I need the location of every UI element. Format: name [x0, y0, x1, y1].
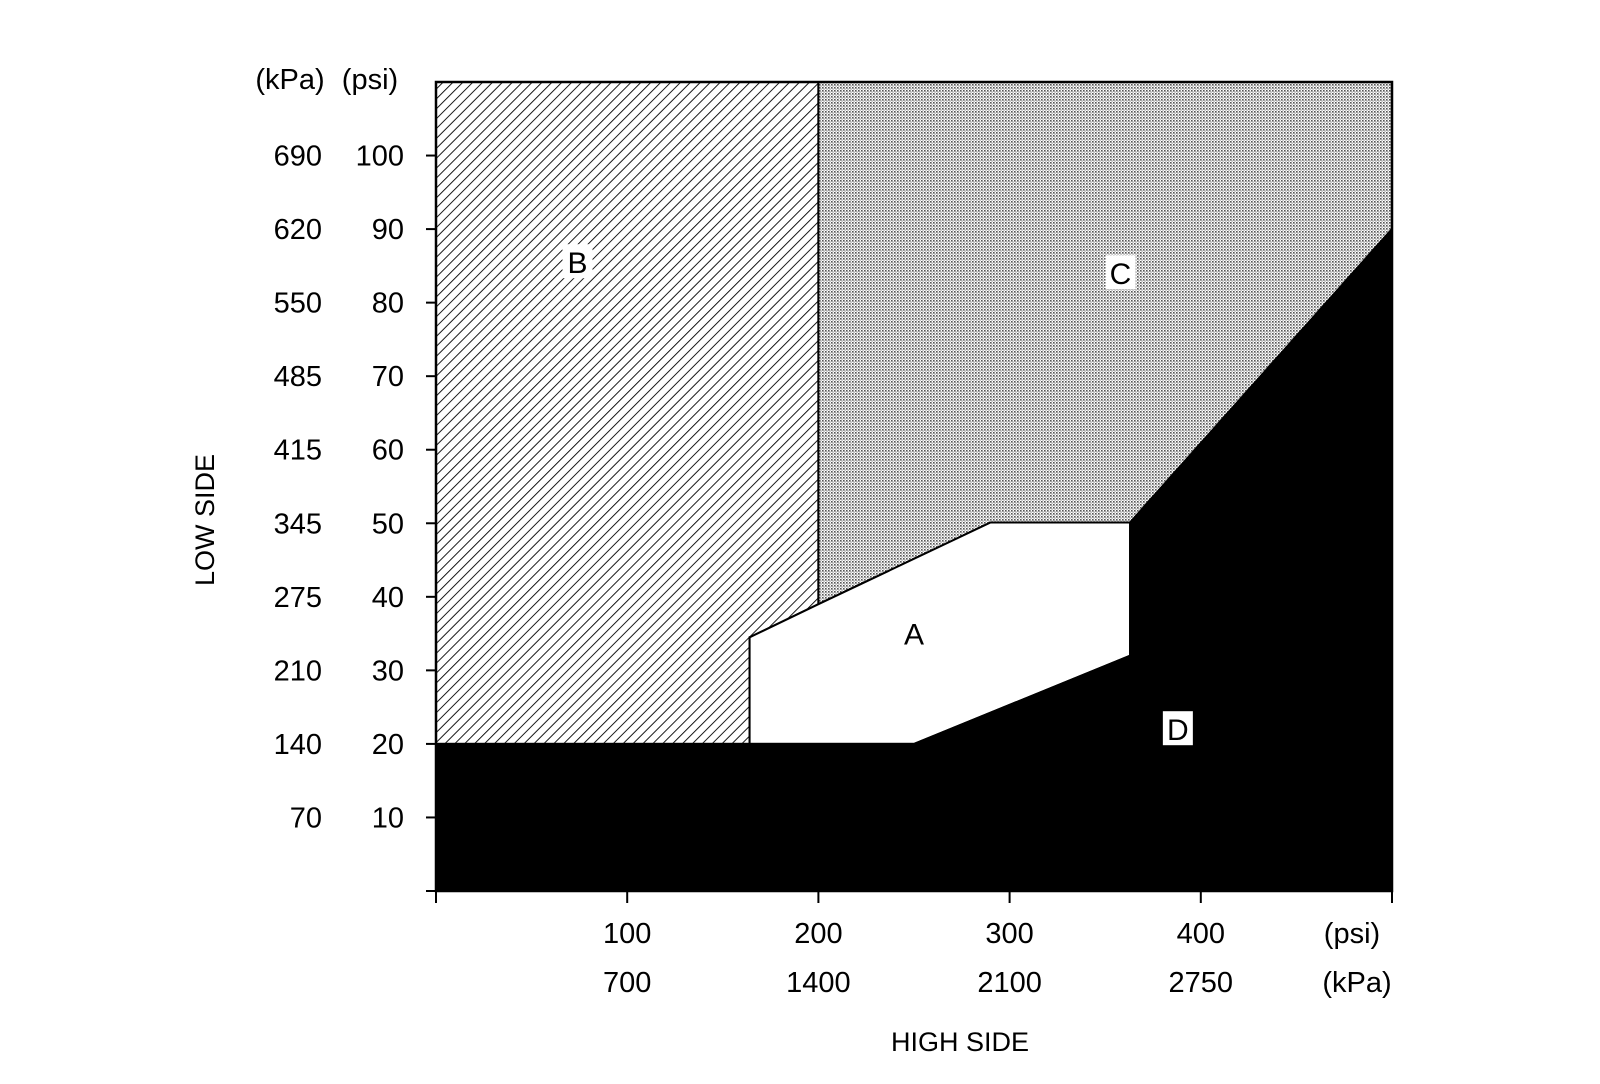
axes-layer — [426, 80, 1394, 903]
x-tick-label-psi: 100 — [603, 918, 651, 950]
y-tick-label-psi: 90 — [372, 214, 404, 246]
x-tick-label-psi: 400 — [1177, 918, 1225, 950]
y-tick-label-kpa: 690 — [274, 141, 322, 173]
y-tick-label-psi: 10 — [372, 802, 404, 834]
region-d-label-box — [1162, 711, 1193, 746]
regions-layer — [435, 81, 1393, 892]
x-axis-title: HIGH SIDE — [891, 1027, 1029, 1057]
region-c-label: C — [1110, 258, 1132, 291]
y-tick-label-kpa: 275 — [274, 582, 322, 614]
region-c-label-box — [1105, 255, 1136, 290]
region-b-label-box — [562, 244, 593, 279]
x-tick-label-psi: 200 — [794, 918, 842, 950]
y-tick-label-kpa: 345 — [274, 508, 322, 540]
plot-frame — [434, 80, 1394, 893]
y-tick-label-psi: 40 — [372, 582, 404, 614]
x-tick-label-kpa: 1400 — [786, 967, 851, 999]
labels-layer: 690 100 620 90 550 80 485 70 415 60 345 50 275 40 210 3… — [274, 141, 1233, 999]
y-tick-label-psi: 60 — [372, 435, 404, 467]
x-tick-label-psi: 300 — [985, 918, 1033, 950]
y-axis-unit-psi: (psi) — [342, 64, 398, 96]
y-tick-label-kpa: 485 — [274, 361, 322, 393]
x-tick-label-kpa: 2100 — [977, 967, 1042, 999]
y-tick-label-kpa: 415 — [274, 435, 322, 467]
x-axis-unit-kpa: (kPa) — [1322, 967, 1391, 999]
region-b-label: B — [567, 247, 587, 280]
y-axis-title: LOW SIDE — [190, 454, 220, 586]
y-tick-label-psi: 50 — [372, 508, 404, 540]
y-tick-label-kpa: 140 — [274, 729, 322, 761]
region-a-label: A — [904, 619, 924, 652]
y-axis-unit-kpa: (kPa) — [255, 64, 324, 96]
y-tick-label-psi: 30 — [372, 655, 404, 687]
x-tick-label-kpa: 700 — [603, 967, 651, 999]
y-tick-label-psi: 80 — [372, 288, 404, 320]
y-tick-label-psi: 70 — [372, 361, 404, 393]
x-tick-label-kpa: 2750 — [1169, 967, 1234, 999]
y-tick-label-kpa: 210 — [274, 655, 322, 687]
y-tick-label-kpa: 620 — [274, 214, 322, 246]
y-tick-label-kpa: 550 — [274, 288, 322, 320]
y-tick-label-psi: 100 — [356, 141, 404, 173]
region-d-label: D — [1167, 714, 1189, 747]
y-tick-label-kpa: 70 — [290, 802, 322, 834]
x-axis-unit-psi: (psi) — [1324, 918, 1380, 950]
y-tick-label-psi: 20 — [372, 729, 404, 761]
